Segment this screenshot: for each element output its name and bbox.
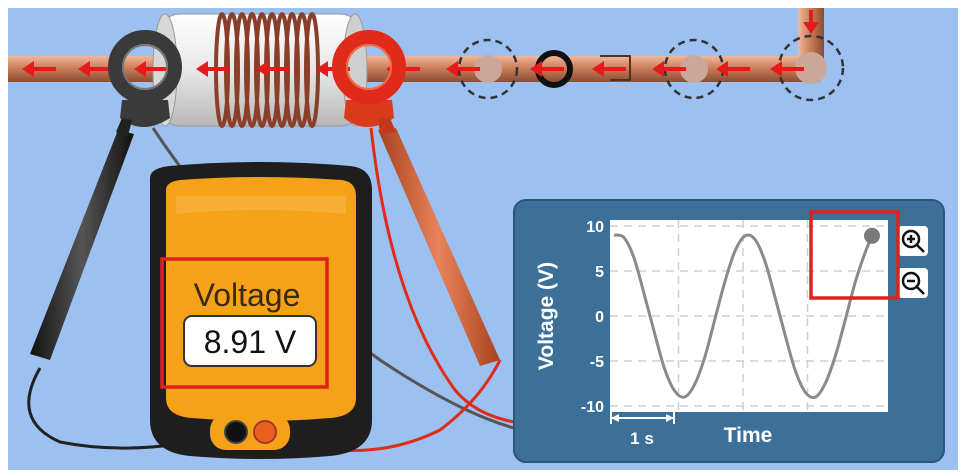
chart-grid (610, 220, 888, 412)
meter-highlight-box (160, 257, 329, 389)
red-probe[interactable] (378, 118, 500, 366)
magnifier-plus-icon (901, 229, 925, 253)
current-arrow (446, 61, 480, 77)
chart-panel: 10 5 0 -5 -10 Voltage (V) Time 1 s (513, 199, 945, 463)
current-arrow (716, 61, 750, 77)
wave-cursor-point (864, 227, 880, 244)
current-arrows (22, 61, 804, 77)
chart-highlight-box (809, 210, 900, 300)
red-clamp[interactable] (332, 30, 406, 127)
meter-label: Voltage (194, 277, 301, 313)
black-clamp[interactable] (108, 30, 182, 127)
y-tick-label: 0 (595, 309, 604, 326)
meter-reading: 8.91 V (204, 324, 297, 360)
x-axis-label: Time (724, 424, 773, 447)
black-jack[interactable] (224, 420, 248, 444)
current-arrow (134, 61, 168, 77)
current-arrow (652, 61, 686, 77)
current-arrow (22, 61, 56, 77)
current-arrow (530, 61, 564, 77)
y-axis-label: Voltage (V) (535, 262, 558, 370)
y-tick-label: -10 (581, 399, 604, 416)
current-arrow (78, 61, 112, 77)
voltage-wave-line (613, 233, 874, 400)
meter-display: 8.91 V (183, 315, 317, 367)
time-scale-bar (610, 412, 675, 424)
magnifier-minus-icon (901, 271, 925, 295)
current-arrow (196, 61, 230, 77)
y-tick-label: 5 (595, 264, 604, 281)
time-scale-label: 1 s (630, 429, 654, 448)
current-arrow (803, 10, 819, 34)
current-arrow (770, 61, 804, 77)
y-tick-label: -5 (590, 354, 604, 371)
zoom-in-button[interactable] (898, 226, 928, 256)
y-tick-labels: 10 5 0 -5 -10 (581, 219, 604, 416)
current-arrow (592, 61, 626, 77)
zoom-out-button[interactable] (898, 268, 928, 298)
black-probe[interactable] (30, 118, 134, 360)
y-tick-label: 10 (586, 219, 604, 236)
red-jack[interactable] (253, 420, 277, 444)
meter-jack-panel (210, 414, 290, 450)
current-arrow (256, 61, 290, 77)
